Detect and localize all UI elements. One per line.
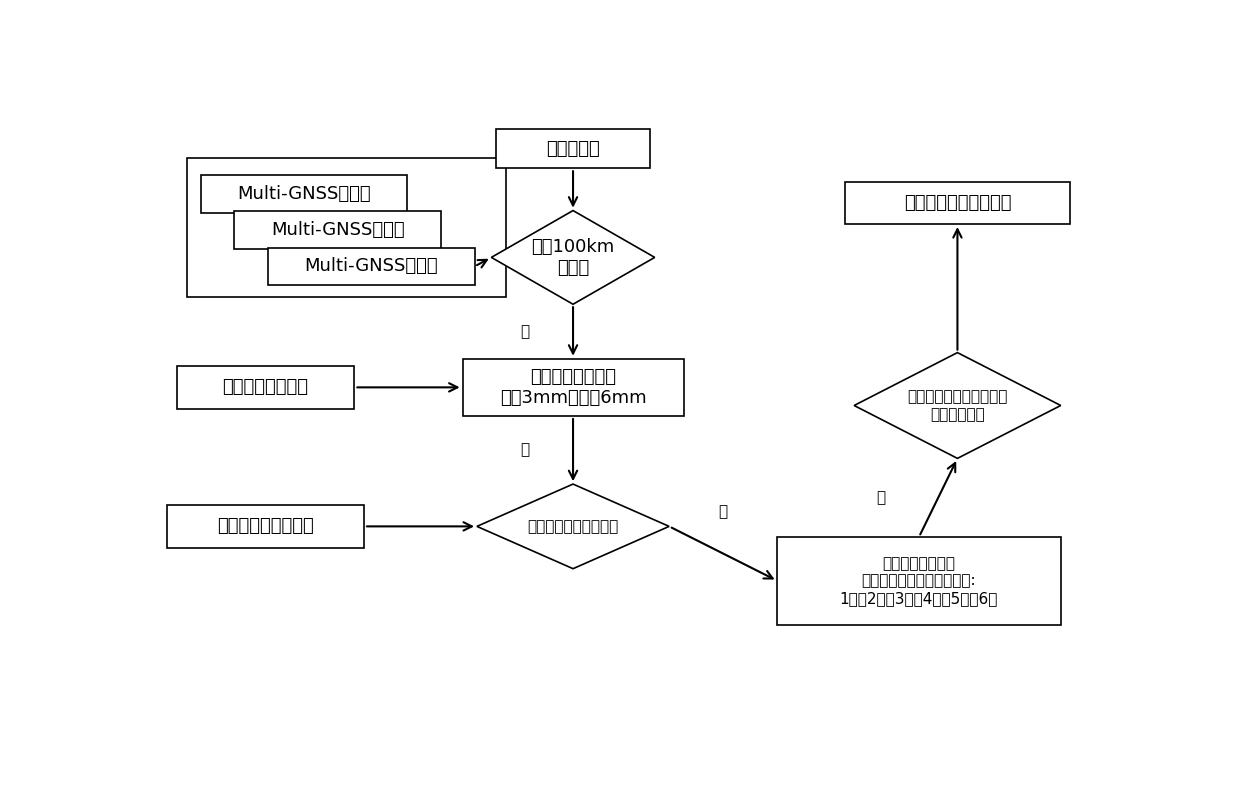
Text: 根据基准站相对于
监测点方位角划分六个区域:
1区、2区、3区、4区、5区、6区: 根据基准站相对于 监测点方位角划分六个区域: 1区、2区、3区、4区、5区、6区 xyxy=(839,556,998,606)
Text: 坐标稳定性满足：
水平3mm、垂直6mm: 坐标稳定性满足： 水平3mm、垂直6mm xyxy=(500,368,646,407)
Polygon shape xyxy=(854,352,1060,458)
Text: Multi-GNSS基准站: Multi-GNSS基准站 xyxy=(304,257,438,276)
FancyBboxPatch shape xyxy=(167,506,365,548)
Text: Multi-GNSS基准站: Multi-GNSS基准站 xyxy=(270,221,404,239)
FancyBboxPatch shape xyxy=(496,129,650,168)
Text: Multi-GNSS基准站: Multi-GNSS基准站 xyxy=(237,185,371,203)
FancyBboxPatch shape xyxy=(268,248,475,285)
Text: 是: 是 xyxy=(521,324,529,339)
Text: 参与解算的基准站列表: 参与解算的基准站列表 xyxy=(904,194,1011,212)
Text: 满足数据质量准入指标: 满足数据质量准入指标 xyxy=(527,519,619,534)
Polygon shape xyxy=(477,484,670,568)
FancyBboxPatch shape xyxy=(463,359,683,416)
FancyBboxPatch shape xyxy=(234,211,441,249)
Text: 是: 是 xyxy=(719,504,728,519)
Text: 是: 是 xyxy=(875,490,885,506)
Text: 小于100km
基准站: 小于100km 基准站 xyxy=(532,238,615,277)
Bar xyxy=(187,158,506,297)
Text: 基准站稳定性信息: 基准站稳定性信息 xyxy=(222,378,309,396)
FancyBboxPatch shape xyxy=(844,182,1070,225)
FancyBboxPatch shape xyxy=(201,175,407,213)
Text: 基准站数据质量信息: 基准站数据质量信息 xyxy=(217,517,314,535)
Text: 是: 是 xyxy=(521,443,529,458)
Text: 监测点坐标: 监测点坐标 xyxy=(546,140,600,158)
Polygon shape xyxy=(491,210,655,305)
Text: 在每个区选择距离监测点
最近的基准站: 在每个区选择距离监测点 最近的基准站 xyxy=(908,389,1008,422)
FancyBboxPatch shape xyxy=(777,537,1060,625)
FancyBboxPatch shape xyxy=(176,366,355,408)
